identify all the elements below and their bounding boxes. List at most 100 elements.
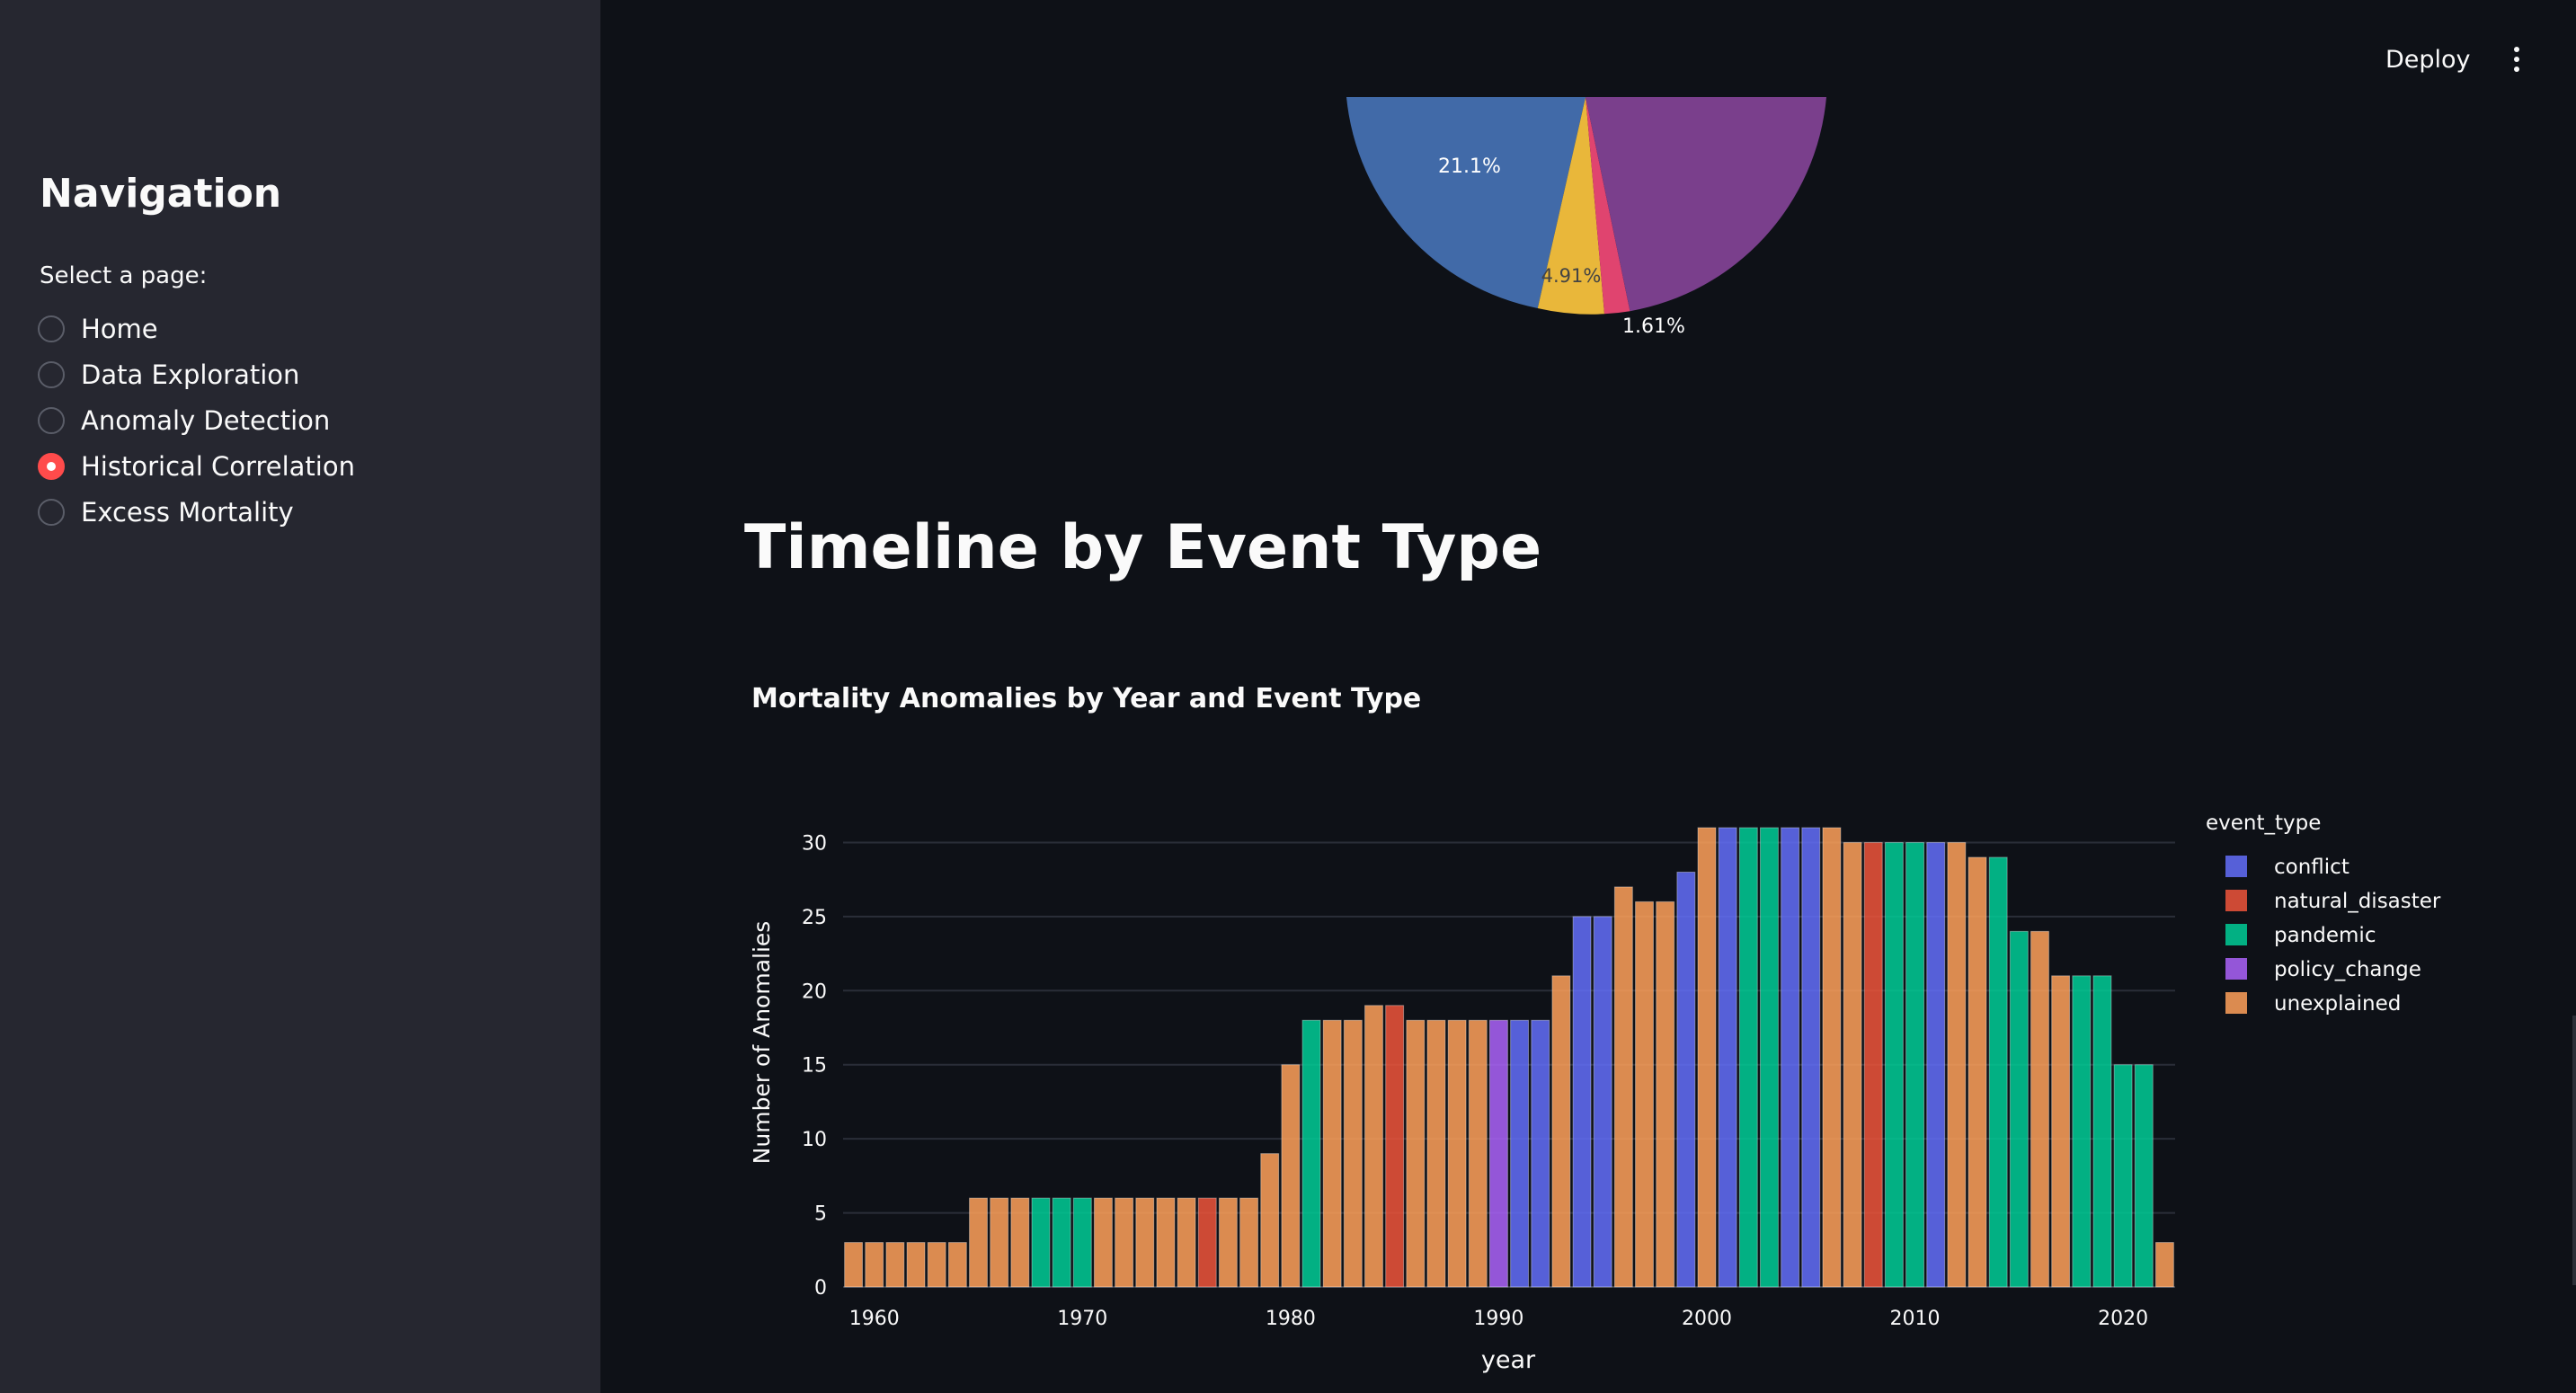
bar-1972[interactable] (1115, 1198, 1133, 1287)
x-tick-label: 2010 (1890, 1308, 1941, 1330)
bar-1990[interactable] (1489, 1020, 1507, 1287)
legend-label[interactable]: pandemic (2274, 924, 2376, 947)
legend-swatch[interactable] (2225, 856, 2247, 877)
bar-2020[interactable] (2114, 1065, 2132, 1287)
bar-1966[interactable] (990, 1198, 1008, 1287)
y-tick-label: 0 (814, 1277, 827, 1300)
radio-circle-selected-icon[interactable] (38, 453, 65, 480)
bar-1991[interactable] (1511, 1020, 1529, 1287)
bar-1971[interactable] (1094, 1198, 1112, 1287)
bar-1997[interactable] (1636, 901, 1654, 1287)
bar-1968[interactable] (1032, 1198, 1050, 1287)
bar-2000[interactable] (1698, 828, 1716, 1287)
bar-1989[interactable] (1469, 1020, 1487, 1287)
radio-option-home[interactable]: Home (38, 309, 158, 349)
bar-1976[interactable] (1198, 1198, 1216, 1287)
bar-2019[interactable] (2093, 976, 2111, 1287)
bar-chart: 0 5 10 15 20 25 30 1960 1970 1980 1990 2000 2010 202… (737, 773, 2463, 1393)
radio-label: Excess Mortality (81, 497, 294, 528)
bar-2022[interactable] (2155, 1243, 2173, 1287)
bar-2010[interactable] (1906, 842, 1924, 1287)
bar-1978[interactable] (1240, 1198, 1258, 1287)
bar-1980[interactable] (1282, 1065, 1300, 1287)
radio-circle-icon[interactable] (38, 361, 65, 388)
radio-circle-icon[interactable] (38, 499, 65, 526)
bar-1977[interactable] (1219, 1198, 1237, 1287)
bar-1998[interactable] (1657, 901, 1674, 1287)
bar-2012[interactable] (1948, 842, 1966, 1287)
bar-2005[interactable] (1802, 828, 1820, 1287)
legend-title: event_type (2206, 812, 2321, 835)
bar-1962[interactable] (907, 1243, 925, 1287)
bar-1970[interactable] (1073, 1198, 1091, 1287)
bar-2009[interactable] (1885, 842, 1903, 1287)
bar-1967[interactable] (1011, 1198, 1029, 1287)
legend-label[interactable]: policy_change (2274, 958, 2421, 981)
x-tick-label: 1970 (1057, 1308, 1107, 1330)
bar-1987[interactable] (1427, 1020, 1445, 1287)
bar-1964[interactable] (948, 1243, 966, 1287)
radio-label: Historical Correlation (81, 451, 355, 482)
bar-2016[interactable] (2031, 931, 2049, 1287)
bar-1985[interactable] (1386, 1006, 1404, 1287)
bar-2018[interactable] (2073, 976, 2091, 1287)
bar-2006[interactable] (1823, 828, 1841, 1287)
radio-label: Home (81, 314, 158, 344)
menu-dot (2514, 67, 2519, 72)
radio-option-historical-correlation[interactable]: Historical Correlation (38, 447, 355, 486)
bar-1963[interactable] (928, 1243, 946, 1287)
bar-2008[interactable] (1864, 842, 1882, 1287)
bar-1961[interactable] (886, 1243, 904, 1287)
bar-1995[interactable] (1594, 917, 1612, 1287)
bar-1993[interactable] (1552, 976, 1570, 1287)
legend-swatch[interactable] (2225, 992, 2247, 1014)
bar-1986[interactable] (1407, 1020, 1425, 1287)
bar-1981[interactable] (1302, 1020, 1320, 1287)
bar-1979[interactable] (1261, 1154, 1279, 1287)
y-tick-label: 5 (814, 1203, 827, 1226)
bar-1984[interactable] (1365, 1006, 1383, 1287)
section-heading: Timeline by Event Type (744, 512, 1541, 583)
legend-swatch[interactable] (2225, 890, 2247, 911)
legend-label[interactable]: conflict (2274, 856, 2349, 879)
bar-1983[interactable] (1344, 1020, 1362, 1287)
bar-1999[interactable] (1677, 872, 1695, 1287)
legend-swatch[interactable] (2225, 924, 2247, 945)
deploy-button[interactable]: Deploy (2373, 36, 2483, 83)
bar-1994[interactable] (1573, 917, 1591, 1287)
bar-1973[interactable] (1136, 1198, 1154, 1287)
radio-circle-icon[interactable] (38, 315, 65, 342)
bar-2014[interactable] (1989, 857, 2007, 1287)
legend-label[interactable]: natural_disaster (2274, 890, 2441, 913)
bar-1982[interactable] (1323, 1020, 1341, 1287)
radio-option-excess-mortality[interactable]: Excess Mortality (38, 492, 294, 532)
bar-2013[interactable] (1968, 857, 1986, 1287)
legend-swatch[interactable] (2225, 958, 2247, 980)
bar-2007[interactable] (1843, 842, 1861, 1287)
bar-1969[interactable] (1053, 1198, 1070, 1287)
vertical-dots-icon[interactable] (2500, 36, 2533, 83)
bar-2017[interactable] (2052, 976, 2070, 1287)
bar-1996[interactable] (1614, 887, 1632, 1287)
bar-1974[interactable] (1157, 1198, 1175, 1287)
bar-1975[interactable] (1177, 1198, 1195, 1287)
bar-1988[interactable] (1448, 1020, 1466, 1287)
bar-2011[interactable] (1927, 842, 1945, 1287)
pie-label-yellow: 4.91% (1541, 265, 1602, 287)
bar-1960[interactable] (866, 1243, 884, 1287)
bar-2001[interactable] (1719, 828, 1737, 1287)
bar-1992[interactable] (1532, 1020, 1550, 1287)
radio-option-data-exploration[interactable]: Data Exploration (38, 355, 299, 395)
scrollbar[interactable] (2572, 1016, 2576, 1285)
bar-1965[interactable] (970, 1198, 988, 1287)
radio-circle-icon[interactable] (38, 407, 65, 434)
bar-2002[interactable] (1739, 828, 1757, 1287)
legend-label[interactable]: unexplained (2274, 992, 2401, 1016)
bar-1959[interactable] (845, 1243, 863, 1287)
bar-2015[interactable] (2010, 931, 2028, 1287)
menu-dot (2514, 47, 2519, 52)
bar-2004[interactable] (1781, 828, 1799, 1287)
radio-option-anomaly-detection[interactable]: Anomaly Detection (38, 401, 330, 440)
bar-2003[interactable] (1760, 828, 1778, 1287)
bar-2021[interactable] (2135, 1065, 2153, 1287)
